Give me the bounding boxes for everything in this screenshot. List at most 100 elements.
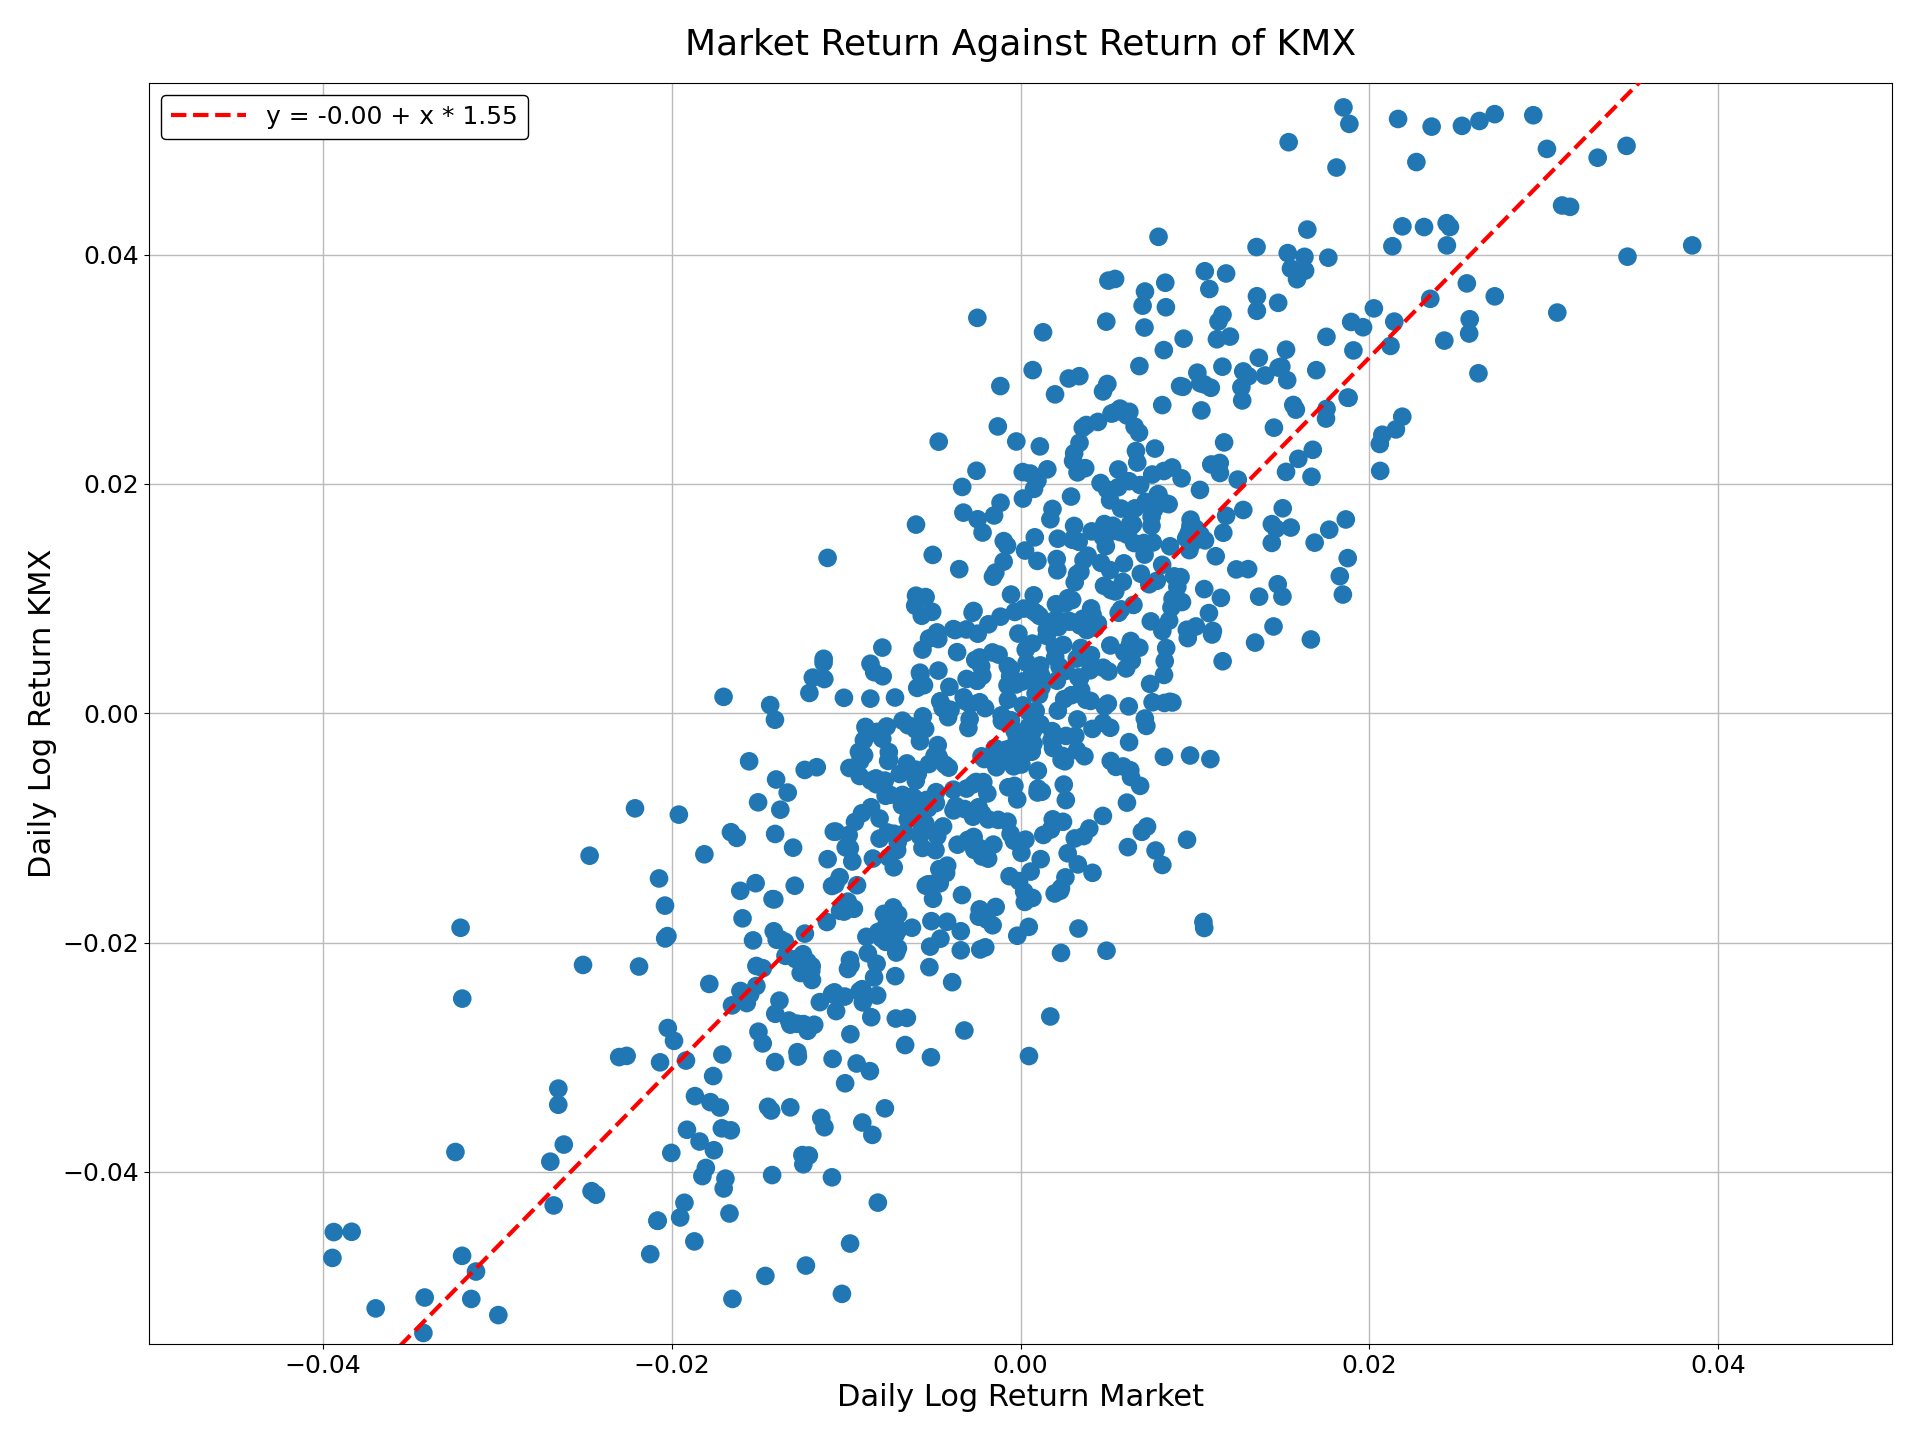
Point [409,1286,440,1309]
Point [916,910,947,933]
Point [816,982,847,1005]
Point [1267,585,1298,608]
Point [941,795,972,818]
Point [1165,374,1196,397]
Point [1165,566,1196,589]
Point [1091,310,1121,333]
Point [927,697,958,720]
Point [977,564,1008,588]
Point [1114,400,1144,423]
Point [989,739,1020,762]
Point [1208,304,1238,327]
Point [758,888,789,912]
Point [1062,647,1092,670]
Point [849,744,879,768]
Point [924,858,954,881]
Point [1081,616,1112,639]
Point [918,887,948,910]
Point [829,985,860,1008]
Point [1016,724,1046,747]
Point [1027,824,1058,847]
Point [1021,550,1052,573]
Point [1131,815,1162,838]
Point [948,685,979,708]
Point [979,504,1010,527]
Point [970,936,1000,959]
Point [576,1179,607,1202]
Point [876,783,906,806]
Point [914,935,945,958]
Point [1263,291,1294,314]
Point [858,966,889,989]
Point [879,965,910,988]
Point [918,543,948,566]
Point [791,1254,822,1277]
Point [1409,216,1440,239]
Point [808,1116,839,1139]
Point [1075,598,1106,621]
Point [995,658,1025,681]
Point [1127,821,1158,844]
Point [858,661,889,684]
Point [900,769,931,792]
Point [839,811,870,834]
Point [904,805,935,828]
Point [939,619,970,642]
Point [958,838,989,861]
Point [920,838,950,861]
Point [641,1210,672,1233]
Point [927,815,958,838]
Point [1131,491,1162,514]
Point [620,796,651,819]
Point [964,899,995,922]
Point [1129,315,1160,338]
Point [1089,711,1119,734]
Point [1069,456,1100,480]
Point [1102,458,1133,481]
Point [1121,439,1152,462]
Point [1010,638,1041,661]
Point [409,1322,440,1345]
Point [816,874,847,897]
Point [787,1143,818,1166]
Point [1062,739,1092,762]
Point [753,1096,783,1119]
Point [829,1071,860,1094]
Point [636,1243,666,1266]
Point [968,802,998,825]
Point [747,1032,778,1056]
Point [1068,608,1098,631]
Point [1321,156,1352,179]
Point [1062,852,1092,876]
Point [1025,664,1056,687]
Point [1014,1044,1044,1067]
Point [1188,916,1219,939]
Point [922,780,952,804]
Point [879,685,910,708]
Point [845,979,876,1002]
Point [645,1051,676,1074]
Point [1167,590,1198,613]
Point [1112,518,1142,541]
Point [824,865,854,888]
Point [1313,246,1344,269]
Point [970,747,1000,770]
Point [874,749,904,772]
Point [1068,825,1098,848]
Point [1365,459,1396,482]
Point [906,638,937,661]
Point [1092,373,1123,396]
Point [933,756,964,779]
Point [900,513,931,536]
Point [1056,485,1087,508]
Point [948,798,979,821]
Point [893,808,924,831]
Point [624,955,655,978]
Point [939,799,970,822]
Point [847,802,877,825]
Point [979,736,1010,759]
Point [1185,523,1215,546]
Point [939,778,970,801]
Point [1108,552,1139,575]
Point [874,749,904,772]
